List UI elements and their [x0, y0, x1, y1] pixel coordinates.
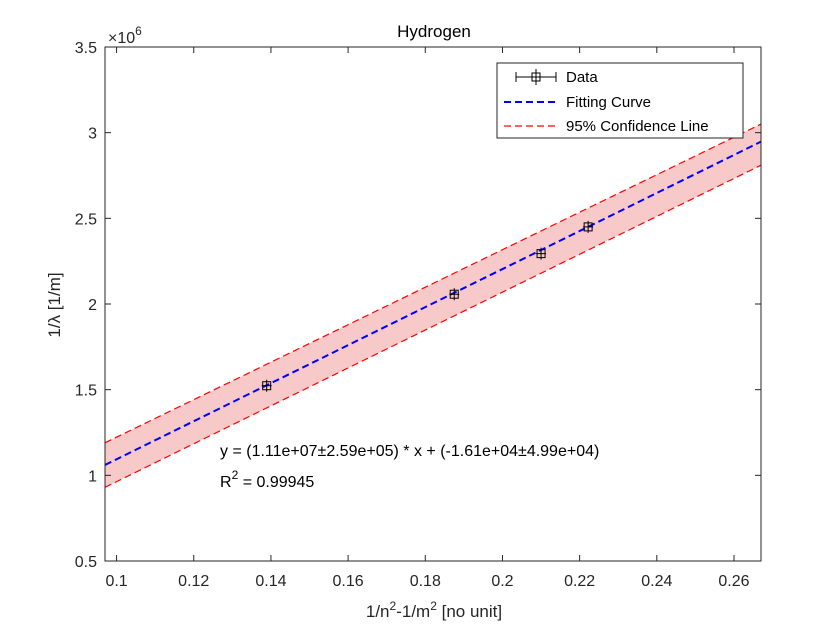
data-point-marker: [449, 289, 459, 299]
x-tick-label: 0.22: [564, 573, 595, 590]
r-squared-annotation: R2 = 0.99945: [220, 468, 314, 491]
data-point-marker: [536, 249, 546, 259]
y-tick-label: 3: [88, 126, 97, 143]
chart-title: Hydrogen: [397, 22, 471, 41]
confidence-band-fill: [105, 124, 761, 488]
legend-swatch-data: [515, 69, 557, 85]
data-point: [536, 247, 547, 260]
confidence-lower-line: [104, 164, 762, 488]
x-tick-label: 0.24: [641, 573, 672, 590]
y-axis-title: 1/λ [1/m]: [45, 272, 64, 337]
x-tick-label: 0.16: [333, 573, 364, 590]
line-layer: [104, 123, 762, 488]
x-axis-title: 1/n2-1/m2 [no unit]: [366, 599, 502, 621]
legend-label-confidence: 95% Confidence Line: [566, 118, 709, 135]
y-tick-label: 1: [88, 468, 97, 485]
data-points-layer: [261, 220, 594, 392]
y-tick-label: 2: [88, 297, 97, 314]
fit-equation-annotation: y = (1.11e+07±2.59e+05) * x + (-1.61e+04…: [220, 443, 599, 460]
axes-layer: 0.1 0.12 0.14 0.16 0.18 0.2 0.22 0.24 0.26 0.5 1 1.…: [75, 40, 762, 590]
legend: Data Fitting Curve 95% Confidence Line: [496, 62, 744, 139]
data-point: [261, 379, 272, 392]
legend-label-fit: Fitting Curve: [566, 94, 651, 111]
fitting-curve-line: [104, 140, 762, 466]
y-tick-label: 1.5: [75, 383, 97, 400]
x-tick-label: 0.2: [491, 573, 513, 590]
confidence-upper-line: [104, 123, 762, 444]
y-tick-label: 2.5: [75, 211, 97, 228]
y-tick-label: 3.5: [75, 40, 97, 57]
y-tick-label: 0.5: [75, 554, 97, 571]
x-tick-label: 0.12: [178, 573, 209, 590]
x-tick-label: 0.1: [105, 573, 127, 590]
data-point-marker: [262, 381, 272, 391]
x-tick-label: 0.14: [255, 573, 286, 590]
data-point-marker: [583, 222, 593, 232]
x-tick-label: 0.26: [718, 573, 749, 590]
data-point: [449, 288, 460, 301]
legend-label-data: Data: [566, 69, 598, 86]
x-tick-label: 0.18: [410, 573, 441, 590]
y-exponent-label: ×106: [108, 24, 142, 47]
data-point: [583, 220, 594, 233]
